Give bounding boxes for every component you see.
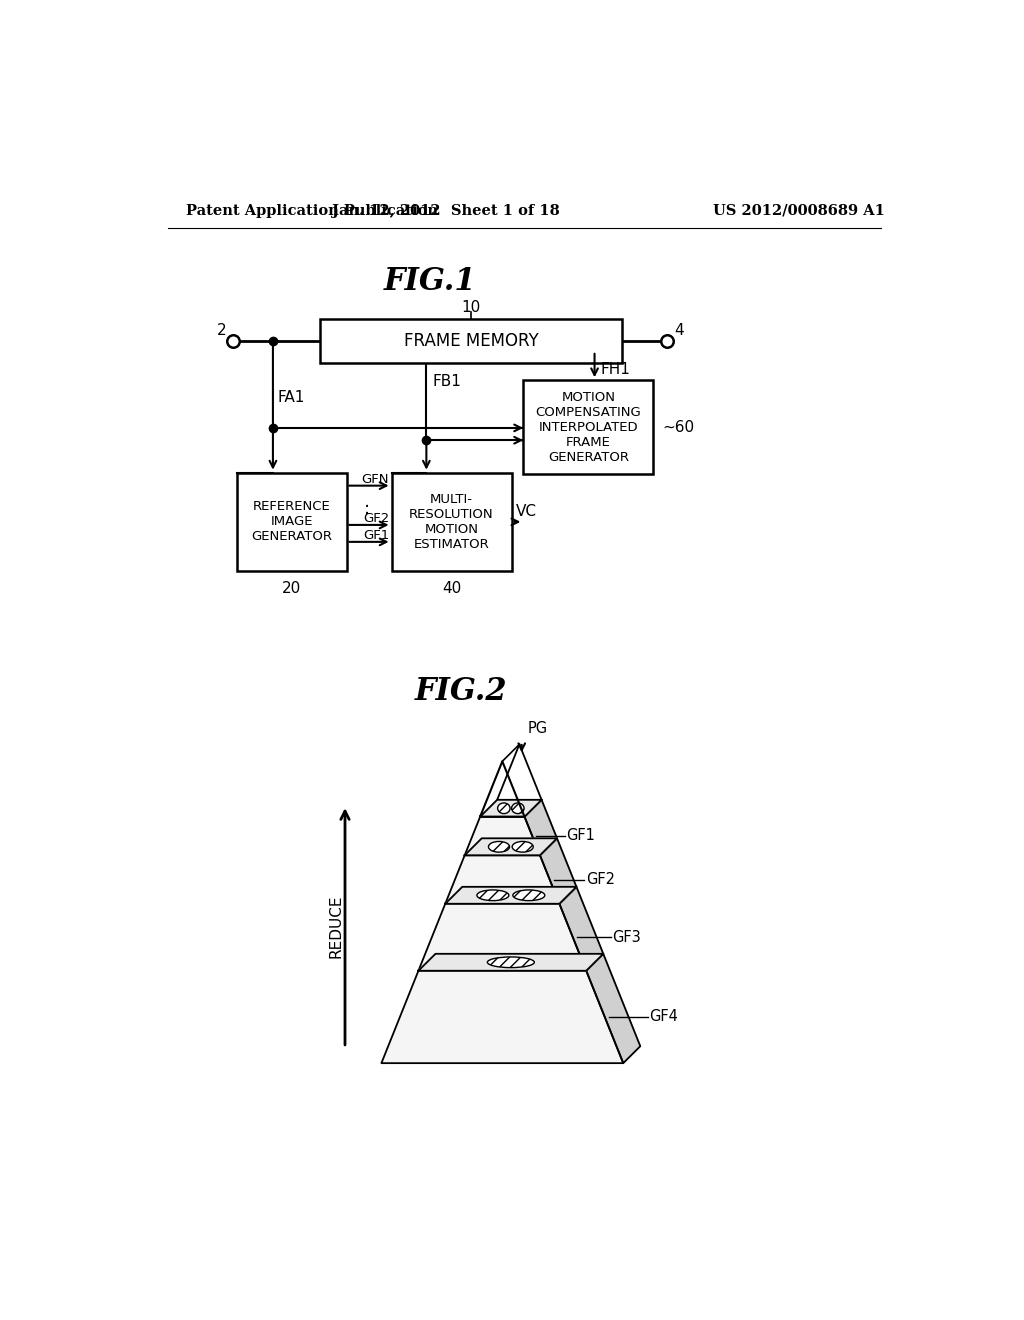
- Polygon shape: [480, 762, 524, 817]
- Text: GF1: GF1: [362, 529, 389, 543]
- Text: REFERENCE
IMAGE
GENERATOR: REFERENCE IMAGE GENERATOR: [251, 500, 332, 544]
- Polygon shape: [465, 817, 540, 855]
- Text: GF1: GF1: [566, 829, 595, 843]
- Polygon shape: [445, 855, 559, 904]
- Text: GF2: GF2: [362, 512, 389, 525]
- Polygon shape: [540, 838, 577, 904]
- Text: GFN: GFN: [361, 473, 389, 486]
- Polygon shape: [480, 800, 542, 817]
- Ellipse shape: [512, 841, 534, 853]
- Ellipse shape: [477, 890, 509, 900]
- Ellipse shape: [487, 957, 535, 968]
- Polygon shape: [559, 887, 603, 970]
- Text: 20: 20: [282, 581, 301, 595]
- Text: 10: 10: [462, 300, 481, 315]
- Text: GF4: GF4: [649, 1010, 679, 1024]
- Polygon shape: [419, 954, 603, 970]
- Text: FH1: FH1: [601, 362, 631, 378]
- Text: US 2012/0008689 A1: US 2012/0008689 A1: [713, 203, 885, 218]
- Polygon shape: [381, 970, 624, 1063]
- Text: PG: PG: [528, 721, 548, 735]
- Ellipse shape: [513, 890, 545, 900]
- Text: MOTION
COMPENSATING
INTERPOLATED
FRAME
GENERATOR: MOTION COMPENSATING INTERPOLATED FRAME G…: [536, 391, 641, 463]
- Text: VC: VC: [515, 503, 537, 519]
- Text: FB1: FB1: [432, 374, 462, 389]
- Text: GF3: GF3: [612, 929, 641, 945]
- Polygon shape: [445, 887, 577, 904]
- Polygon shape: [465, 838, 557, 855]
- Text: Jan. 12, 2012  Sheet 1 of 18: Jan. 12, 2012 Sheet 1 of 18: [332, 203, 560, 218]
- Text: 40: 40: [442, 581, 461, 595]
- Ellipse shape: [488, 841, 510, 853]
- Ellipse shape: [512, 803, 524, 813]
- Text: GF2: GF2: [586, 873, 614, 887]
- Bar: [391, 473, 512, 572]
- Polygon shape: [524, 800, 557, 855]
- Text: :: :: [364, 500, 370, 517]
- Ellipse shape: [498, 803, 510, 813]
- Text: FIG.2: FIG.2: [415, 676, 508, 706]
- Text: MULTI-
RESOLUTION
MOTION
ESTIMATOR: MULTI- RESOLUTION MOTION ESTIMATOR: [410, 492, 494, 550]
- Text: FIG.1: FIG.1: [384, 267, 476, 297]
- Text: Patent Application Publication: Patent Application Publication: [186, 203, 438, 218]
- Text: 2: 2: [217, 322, 226, 338]
- Text: 4: 4: [674, 322, 684, 338]
- Text: FA1: FA1: [278, 389, 305, 405]
- Polygon shape: [586, 954, 640, 1063]
- Polygon shape: [419, 904, 586, 970]
- Bar: [321, 318, 623, 363]
- Bar: [523, 380, 653, 474]
- Text: REDUCE: REDUCE: [329, 895, 343, 958]
- Text: ~60: ~60: [663, 420, 695, 434]
- Bar: [237, 473, 346, 572]
- Text: FRAME MEMORY: FRAME MEMORY: [403, 331, 539, 350]
